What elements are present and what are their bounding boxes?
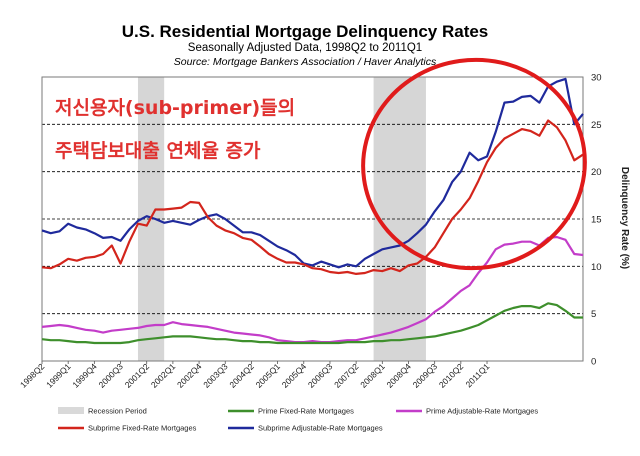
legend-label-subprime-adjustable-rate-mortgages: Subprime Adjustable-Rate Mortgages <box>258 424 383 433</box>
x-tick-label-2000Q3: 2000Q3 <box>96 361 125 390</box>
y-axis-ticks: 0 5 10 15 20 25 30 <box>591 73 602 368</box>
x-tick-label-2003Q3: 2003Q3 <box>201 361 230 390</box>
legend-swatch-recession-period <box>58 407 84 414</box>
x-tick-label-2002Q1: 2002Q1 <box>149 361 178 390</box>
legend-label-recession-period: Recession Period <box>88 407 147 416</box>
series-line-subprime-adjustable-rate-mortgages <box>41 77 584 269</box>
y-tick-label-5: 5 <box>591 309 596 320</box>
annotation-line-2: 주택담보대출 연체율 증가 <box>55 140 261 162</box>
x-tick-label-2006Q3: 2006Q3 <box>306 361 335 390</box>
x-tick-label-2008Q4: 2008Q4 <box>384 361 413 390</box>
y-tick-label-0: 0 <box>591 357 596 368</box>
x-tick-label-2008Q1: 2008Q1 <box>358 361 387 390</box>
series-line-prime-fixed-rate-mortgages <box>41 302 583 345</box>
x-tick-label-2007Q2: 2007Q2 <box>332 361 361 390</box>
highlight-ellipse <box>361 57 587 271</box>
chart-source: Source: Mortgage Bankers Association / H… <box>174 56 437 68</box>
x-tick-label-1999Q4: 1999Q4 <box>70 361 99 390</box>
annotation-line-1: 저신용자(sub-primer)들의 <box>55 97 295 119</box>
y-tick-label-25: 25 <box>591 120 602 131</box>
x-tick-label-2011Q1: 2011Q1 <box>463 361 491 389</box>
legend: Recession Period Prime Fixed-Rate Mortgag… <box>58 407 538 433</box>
y-tick-label-30: 30 <box>591 73 602 84</box>
y-tick-label-20: 20 <box>591 167 602 178</box>
x-tick-label-1998Q2: 1998Q2 <box>18 361 47 390</box>
x-tick-label-2001Q2: 2001Q2 <box>123 361 152 390</box>
y-tick-label-15: 15 <box>591 215 602 226</box>
series-lines <box>41 77 584 345</box>
x-tick-label-2009Q3: 2009Q3 <box>411 361 440 390</box>
x-axis-ticks: 1998Q21999Q11999Q42000Q32001Q22002Q12002… <box>18 361 492 390</box>
y-axis-label: Delinquency Rate (%) <box>619 167 630 269</box>
x-tick-label-2005Q4: 2005Q4 <box>280 361 309 390</box>
x-tick-label-2005Q1: 2005Q1 <box>254 361 283 390</box>
legend-label-prime-fixed-rate-mortgages: Prime Fixed-Rate Mortgages <box>258 407 354 416</box>
chart-subtitle: Seasonally Adjusted Data, 1998Q2 to 2011… <box>188 42 422 54</box>
x-tick-label-2002Q4: 2002Q4 <box>175 361 204 390</box>
series-line-subprime-fixed-rate-mortgages <box>41 119 584 275</box>
x-tick-label-2004Q2: 2004Q2 <box>227 361 256 390</box>
series-line-prime-adjustable-rate-mortgages <box>41 235 584 344</box>
x-tick-label-1999Q1: 1999Q1 <box>44 361 73 390</box>
y-tick-label-10: 10 <box>591 262 602 273</box>
x-tick-label-2010Q2: 2010Q2 <box>437 361 466 390</box>
legend-label-subprime-fixed-rate-mortgages: Subprime Fixed-Rate Mortgages <box>88 424 197 433</box>
legend-label-prime-adjustable-rate-mortgages: Prime Adjustable-Rate Mortgages <box>426 407 538 416</box>
chart-title: U.S. Residential Mortgage Delinquency Ra… <box>122 22 489 41</box>
plot-frame <box>41 76 584 362</box>
